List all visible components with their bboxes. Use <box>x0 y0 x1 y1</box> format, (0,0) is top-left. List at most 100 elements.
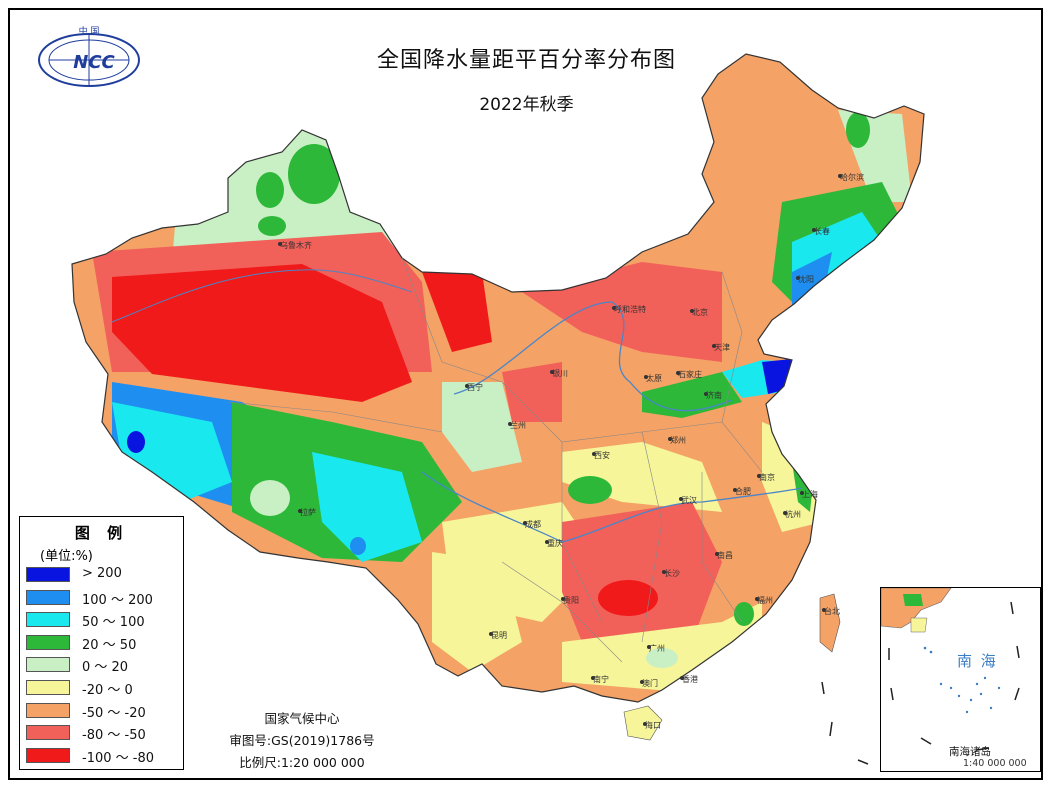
city-label: 上海 <box>802 490 818 499</box>
legend-swatch <box>26 612 70 628</box>
city-label: 拉萨 <box>300 508 316 517</box>
credits: 国家气候中心 审图号:GS(2019)1786号 比例尺:1:20 000 00… <box>222 708 382 774</box>
city-label: 西宁 <box>467 383 483 392</box>
city-dot <box>838 174 842 178</box>
city-dot <box>662 570 666 574</box>
city-label: 郑州 <box>670 436 686 445</box>
city-dot <box>278 242 282 246</box>
city-label: 武汉 <box>681 496 697 505</box>
legend-swatch <box>26 725 70 741</box>
city-dot <box>545 540 549 544</box>
city-label: 广州 <box>649 644 665 653</box>
legend-label: -20 ～ 0 <box>82 683 133 698</box>
inset-sea-label: 南 海 <box>957 652 998 670</box>
city-label: 海口 <box>645 721 661 730</box>
city-label: 天津 <box>714 343 730 352</box>
tarim-river <box>111 269 413 323</box>
city-label: 呼和浩特 <box>614 305 646 314</box>
legend-label: 100 ～ 200 <box>82 592 153 608</box>
logo-caption: 中 国 <box>79 25 100 37</box>
legend-label: 50 ～ 100 <box>82 615 145 631</box>
legend: 图 例 (单位:%) > 200 100 ～ 200 50 ～ 100 20 ～ 50… <box>19 516 184 770</box>
map-title: 全国降水量距平百分率分布图 <box>376 48 676 73</box>
yangtze-river <box>421 471 803 543</box>
city-label: 银川 <box>552 369 568 378</box>
city-label: 太原 <box>646 374 662 383</box>
city-label: 昆明 <box>491 631 507 640</box>
city-label: 香港 <box>682 675 698 684</box>
city-dot <box>733 488 737 492</box>
city-label: 贵阳 <box>563 596 579 605</box>
city-label: 乌鲁木齐 <box>280 241 312 250</box>
city-dot <box>640 680 644 684</box>
city-label: 杭州 <box>785 510 801 519</box>
city-dot <box>690 309 694 313</box>
city-dot <box>680 676 684 680</box>
legend-label: > 200 <box>82 566 122 581</box>
city-dot <box>715 552 719 556</box>
city-label: 北京 <box>692 308 708 317</box>
inset-scale: 1:40 000 000 <box>963 758 1027 769</box>
country-border <box>71 53 925 703</box>
city-label: 西安 <box>594 451 610 460</box>
city-label: 南宁 <box>593 675 609 684</box>
city-dot <box>704 392 708 396</box>
city-dot <box>523 521 527 525</box>
city-dot <box>508 422 512 426</box>
city-label: 长春 <box>814 227 830 236</box>
city-label: 兰州 <box>510 421 526 430</box>
city-label: 长沙 <box>664 569 680 578</box>
legend-label: -100 ～ -80 <box>82 750 155 766</box>
city-dot <box>591 676 595 680</box>
city-dot <box>822 608 826 612</box>
city-label: 澳门 <box>642 679 658 688</box>
yellow-river <box>453 301 733 412</box>
city-dot <box>812 228 816 232</box>
legend-label: 0 ～ 20 <box>82 660 129 676</box>
city-dot <box>644 375 648 379</box>
city-label: 南昌 <box>717 551 733 560</box>
city-dot <box>561 597 565 601</box>
legend-swatch <box>26 680 70 695</box>
credits-scale: 比例尺:1:20 000 000 <box>239 755 365 770</box>
city-label: 成都 <box>525 520 541 529</box>
city-label: 哈尔滨 <box>840 173 864 182</box>
province-borders <box>227 257 763 663</box>
maritime-dashes <box>821 681 869 765</box>
credits-review-no: 审图号:GS(2019)1786号 <box>229 733 375 748</box>
south-china-sea-inset: 南 海 南海诸岛 1:40 000 000 <box>880 587 1041 772</box>
city-dot <box>679 497 683 501</box>
legend-title: 图 例 <box>74 524 129 542</box>
legend-unit: (单位:%) <box>40 549 93 564</box>
legend-label: -50 ～ -20 <box>82 705 146 721</box>
city-label: 合肥 <box>735 487 751 496</box>
city-dot <box>757 474 761 478</box>
city-dot <box>796 276 800 280</box>
city-dot <box>755 597 759 601</box>
legend-swatch <box>26 634 70 650</box>
city-dot <box>643 722 647 726</box>
city-dot <box>489 632 493 636</box>
city-label: 石家庄 <box>678 370 702 379</box>
city-dot <box>592 452 596 456</box>
city-dot <box>712 344 716 348</box>
credits-org: 国家气候中心 <box>264 711 340 726</box>
legend-label: 20 ～ 50 <box>82 637 137 653</box>
city-dot <box>668 437 672 441</box>
city-dot <box>800 491 804 495</box>
legend-swatch <box>26 589 70 605</box>
city-label: 沈阳 <box>798 275 814 284</box>
legend-swatch <box>26 747 70 763</box>
city-dot <box>647 645 651 649</box>
legend-swatch <box>26 702 70 718</box>
inset-name: 南海诸岛 <box>949 746 991 758</box>
legend-swatch <box>26 657 70 673</box>
ncc-logo: 中 国 NCC <box>38 25 140 87</box>
logo-text: NCC <box>73 52 115 73</box>
city-label: 南京 <box>759 473 775 482</box>
legend-label: -80 ～ -50 <box>82 728 146 744</box>
legend-swatch <box>26 567 70 582</box>
city-label: 重庆 <box>547 539 563 548</box>
city-dot <box>550 370 554 374</box>
city-dot <box>298 509 302 513</box>
